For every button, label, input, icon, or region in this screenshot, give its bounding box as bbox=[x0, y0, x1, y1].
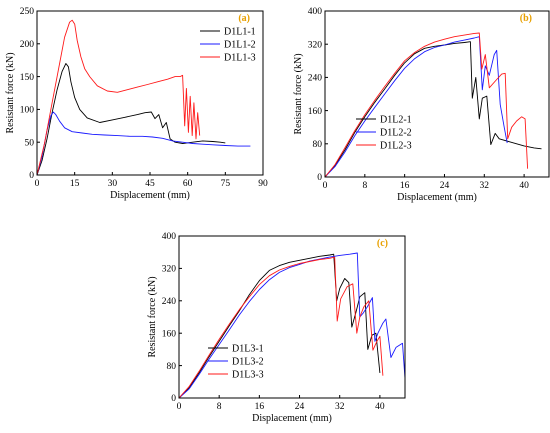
panel-label: (a) bbox=[238, 13, 250, 24]
y-tick-label: 0 bbox=[317, 173, 322, 183]
x-tick-label: 32 bbox=[480, 181, 490, 191]
legend-label: D1L3-1 bbox=[232, 344, 264, 355]
x-axis-label: Displacement (mm) bbox=[252, 413, 332, 424]
x-tick-label: 15 bbox=[70, 179, 80, 189]
x-tick-label: 16 bbox=[400, 181, 410, 191]
x-tick-label: 60 bbox=[183, 179, 193, 189]
panel-label: (b) bbox=[520, 13, 532, 24]
x-tick-label: 30 bbox=[108, 179, 118, 189]
legend: D1L2-1 D1L2-2 D1L2-3 bbox=[356, 115, 412, 152]
y-tick-label: 80 bbox=[313, 140, 323, 150]
y-axis-label: Resistant force (kN) bbox=[5, 52, 16, 133]
y-tick-label: 160 bbox=[162, 329, 177, 339]
x-tick-label: 32 bbox=[335, 402, 345, 412]
y-tick-label: 0 bbox=[29, 171, 34, 181]
series-line-d1l2-2 bbox=[324, 36, 508, 178]
x-tick-label: 24 bbox=[440, 181, 450, 191]
x-tick-label: 16 bbox=[255, 402, 265, 412]
legend: D1L3-1 D1L3-2 D1L3-3 bbox=[208, 344, 264, 381]
y-tick-label: 400 bbox=[162, 232, 177, 242]
legend-label: D1L1-1 bbox=[224, 27, 256, 38]
y-tick-label: 80 bbox=[167, 362, 177, 372]
y-tick-label: 160 bbox=[308, 107, 323, 117]
legend-label: D1L2-1 bbox=[380, 115, 412, 126]
legend-label: D1L1-2 bbox=[224, 40, 256, 51]
x-tick-label: 24 bbox=[295, 402, 305, 412]
series-line-d1l2-1 bbox=[324, 41, 542, 178]
legend-label: D1L1-3 bbox=[224, 53, 256, 64]
x-tick-label: 75 bbox=[221, 179, 231, 189]
x-tick-label: 0 bbox=[177, 402, 182, 412]
y-tick-label: 250 bbox=[20, 7, 35, 17]
plot-frame bbox=[178, 235, 406, 399]
panel-label: (c) bbox=[377, 238, 388, 249]
y-tick-label: 400 bbox=[308, 7, 323, 17]
x-tick-label: 8 bbox=[362, 181, 367, 191]
x-tick-label: 40 bbox=[375, 402, 385, 412]
x-tick-label: 40 bbox=[519, 181, 529, 191]
x-tick-label: 0 bbox=[35, 179, 40, 189]
y-tick-label: 240 bbox=[162, 297, 177, 307]
series-line-d1l1-1 bbox=[36, 63, 226, 176]
x-tick-label: 90 bbox=[258, 179, 268, 189]
series-line-d1l2-3 bbox=[324, 32, 529, 178]
x-tick-label: 45 bbox=[145, 179, 155, 189]
legend-label: D1L3-2 bbox=[232, 357, 264, 368]
y-tick-label: 0 bbox=[171, 394, 176, 404]
y-tick-label: 100 bbox=[20, 106, 35, 116]
series-line-d1l3-3 bbox=[178, 256, 384, 399]
y-tick-label: 320 bbox=[162, 265, 177, 275]
plot-frame bbox=[324, 10, 550, 178]
legend: D1L1-1 D1L1-2 D1L1-3 bbox=[200, 27, 256, 64]
y-tick-label: 50 bbox=[25, 138, 35, 148]
x-axis-label: Displacement (mm) bbox=[110, 190, 190, 201]
x-tick-label: 0 bbox=[323, 181, 328, 191]
legend-label: D1L2-3 bbox=[380, 141, 412, 152]
legend-label: D1L3-3 bbox=[232, 370, 264, 381]
y-axis-label: Resistant force (kN) bbox=[293, 53, 304, 134]
series-line-d1l3-2 bbox=[178, 252, 406, 399]
x-tick-label: 8 bbox=[217, 402, 222, 412]
y-tick-label: 240 bbox=[308, 74, 323, 84]
legend-label: D1L2-2 bbox=[380, 128, 412, 139]
y-tick-label: 320 bbox=[308, 40, 323, 50]
series-line-d1l3-1 bbox=[178, 253, 381, 399]
series-line-d1l1-3 bbox=[36, 19, 201, 176]
series-line-d1l1-2 bbox=[36, 111, 251, 176]
y-axis-label: Resistant force (kN) bbox=[147, 276, 158, 357]
x-axis-label: Displacement (mm) bbox=[397, 192, 477, 203]
y-tick-label: 200 bbox=[20, 40, 35, 50]
y-tick-label: 150 bbox=[20, 73, 35, 83]
chart-panel-0: 0 15 30 45 60 75 90 0 50 100 150 200 250 Displacement… bbox=[5, 7, 268, 201]
